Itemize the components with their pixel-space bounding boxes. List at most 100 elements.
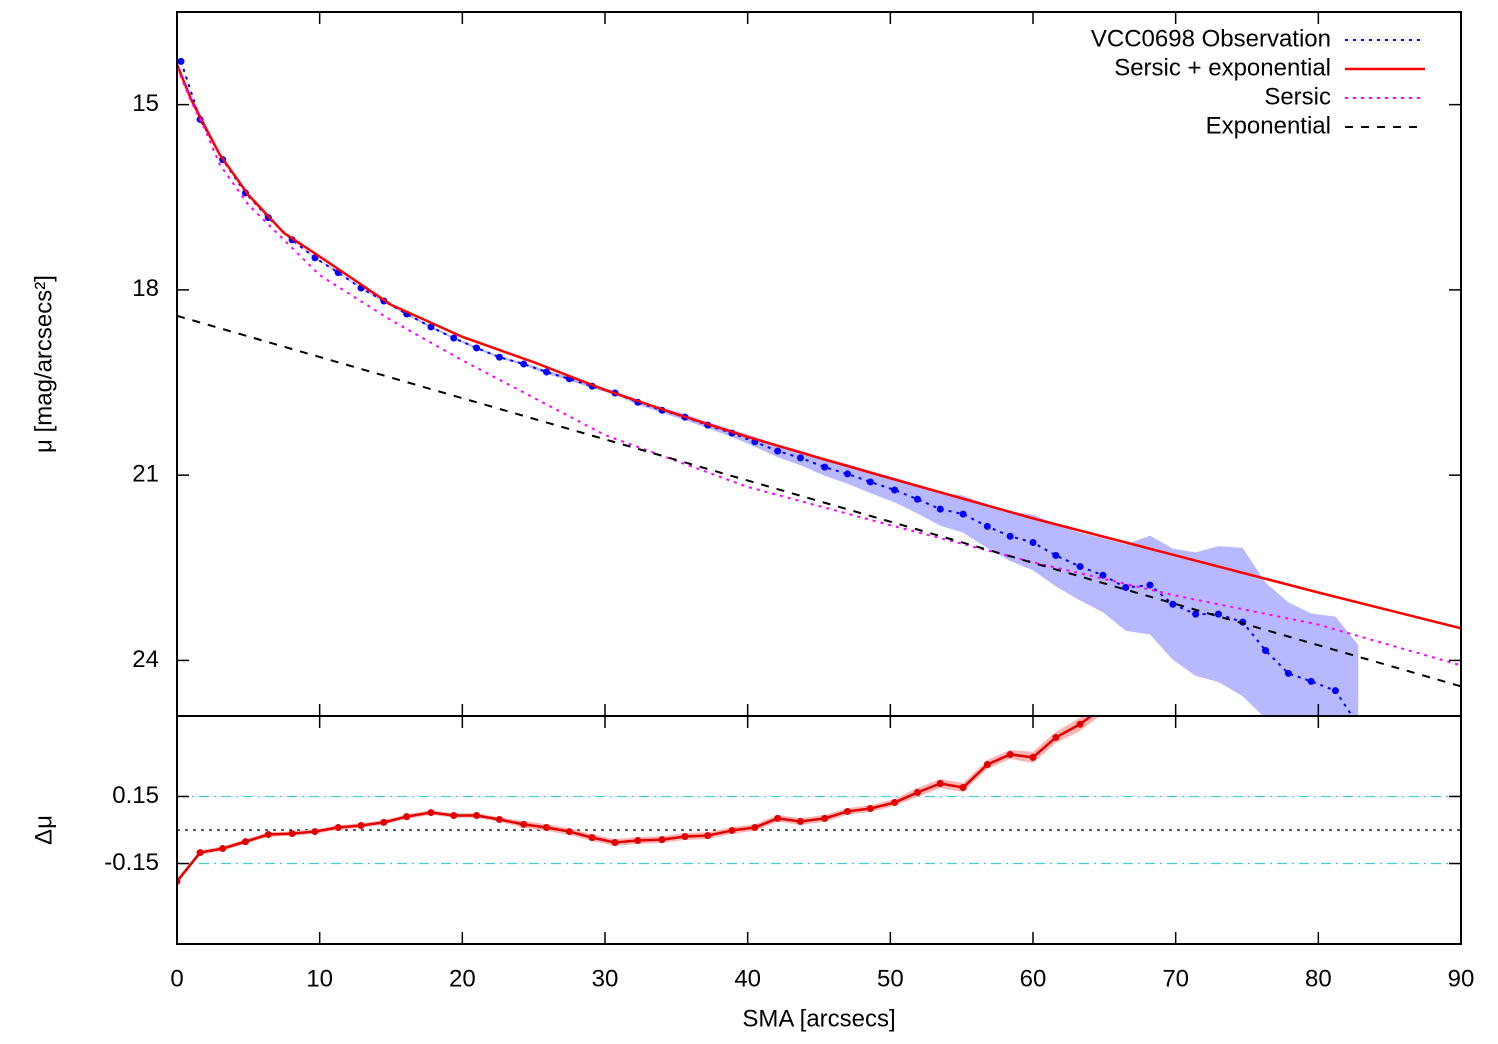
data-point — [796, 818, 804, 826]
data-point — [1284, 669, 1292, 677]
series-line — [177, 67, 1461, 667]
data-point — [821, 814, 829, 822]
x-tick-label: 20 — [449, 965, 476, 992]
data-point — [913, 495, 921, 503]
series-line — [177, 64, 1461, 630]
data-point — [844, 470, 852, 478]
data-point — [427, 323, 435, 331]
y-tick-label: 18 — [132, 275, 159, 302]
data-point — [844, 807, 852, 815]
data-point — [913, 788, 921, 796]
plot-area — [177, 704, 1461, 885]
data-point — [821, 463, 829, 471]
data-point — [450, 334, 458, 342]
data-point — [959, 784, 967, 792]
data-point — [565, 828, 573, 836]
y-axis-label: Δμ — [30, 815, 57, 845]
x-tick-label: 40 — [734, 965, 761, 992]
data-point — [1029, 538, 1037, 546]
data-point — [543, 368, 551, 376]
data-point — [1076, 563, 1084, 571]
data-point — [936, 505, 944, 513]
x-tick-label: 10 — [306, 965, 333, 992]
legend-label: Sersic + exponential — [1114, 54, 1331, 81]
y-tick-label: -0.15 — [104, 849, 159, 876]
data-point — [959, 510, 967, 518]
legend-label: Exponential — [1206, 112, 1331, 139]
plot-area — [177, 57, 1461, 729]
data-point — [1006, 750, 1014, 758]
data-point — [1099, 704, 1106, 711]
y-tick-label: 15 — [132, 90, 159, 117]
data-point — [1331, 687, 1339, 695]
error-band — [180, 60, 1359, 716]
data-point — [520, 360, 528, 368]
error-band — [177, 716, 1100, 884]
data-point — [774, 814, 782, 822]
data-point — [751, 824, 759, 832]
data-point — [1214, 610, 1222, 618]
data-point — [728, 826, 736, 834]
data-point — [1122, 584, 1130, 592]
data-point — [427, 809, 435, 817]
data-point — [1355, 722, 1362, 729]
data-point — [796, 454, 804, 462]
x-tick-label: 80 — [1305, 965, 1332, 992]
data-point — [1169, 600, 1177, 608]
data-point — [311, 828, 319, 836]
data-point — [196, 849, 204, 857]
data-point — [473, 811, 481, 819]
series-line — [177, 716, 1094, 883]
data-point — [611, 839, 619, 847]
y-axis-label: μ [mag/arcsecs²] — [30, 275, 57, 453]
data-point — [1052, 551, 1060, 559]
data-point — [1029, 753, 1037, 761]
data-point — [403, 813, 411, 821]
data-point — [1146, 581, 1154, 589]
data-point — [983, 761, 991, 769]
y-tick-label: 0.15 — [112, 782, 159, 809]
data-point — [1099, 571, 1107, 579]
data-point — [288, 830, 296, 838]
legend-label: Sersic — [1264, 83, 1331, 110]
data-point — [936, 780, 944, 788]
y-tick-label: 24 — [132, 646, 159, 673]
data-point — [520, 820, 528, 828]
x-tick-label: 50 — [877, 965, 904, 992]
data-point — [495, 353, 503, 361]
data-point — [495, 815, 503, 823]
data-point — [1262, 647, 1270, 655]
data-point — [264, 830, 272, 838]
data-point — [891, 486, 899, 494]
data-point — [774, 447, 782, 455]
plot-frame — [176, 715, 1462, 945]
series-line — [180, 61, 1354, 716]
data-point — [1052, 733, 1060, 741]
data-point — [357, 822, 365, 830]
data-point — [1006, 532, 1014, 540]
data-point — [1076, 720, 1084, 728]
data-point — [334, 824, 342, 832]
x-tick-label: 60 — [1020, 965, 1047, 992]
data-point — [588, 834, 596, 842]
data-point — [891, 799, 899, 807]
data-point — [241, 838, 249, 846]
data-point — [634, 837, 642, 845]
data-point — [219, 845, 227, 853]
data-point — [473, 344, 481, 352]
x-tick-label: 30 — [592, 965, 619, 992]
legend-label: VCC0698 Observation — [1091, 25, 1331, 52]
x-tick-label: 70 — [1162, 965, 1189, 992]
data-point — [866, 478, 874, 486]
data-point — [983, 522, 991, 530]
data-point — [704, 832, 712, 840]
data-point — [450, 811, 458, 819]
data-point — [1192, 610, 1200, 618]
data-point — [1307, 677, 1315, 685]
x-tick-label: 0 — [170, 965, 183, 992]
x-tick-label: 90 — [1448, 965, 1475, 992]
data-point — [380, 818, 388, 826]
data-point — [177, 57, 185, 65]
data-point — [658, 836, 666, 844]
